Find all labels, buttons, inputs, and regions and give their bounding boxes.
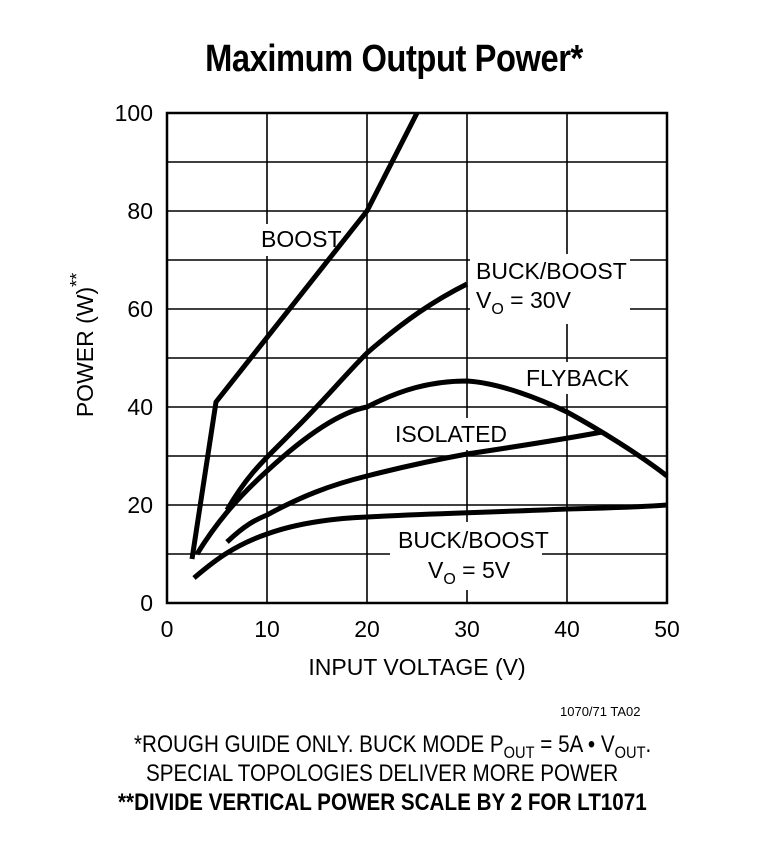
footnote-1-text-b: = 5A • V xyxy=(534,731,615,758)
footnote-1-text-c: . xyxy=(645,731,652,758)
x-tick: 30 xyxy=(454,616,480,642)
label-flyback: FLYBACK xyxy=(526,365,630,391)
curve-boost xyxy=(189,111,420,560)
x-tick: 40 xyxy=(554,616,580,642)
x-tick: 0 xyxy=(161,616,174,642)
chart-title: Maximum Output Power* xyxy=(205,38,583,80)
footnote-1-line-2: SPECIAL TOPOLOGIES DELIVER MORE POWER xyxy=(146,760,619,787)
footnote-1-sub-out: OUT xyxy=(503,743,535,762)
y-tick: 100 xyxy=(115,100,153,126)
label-buck-boost-5v-line2: VO = 5V xyxy=(428,557,511,588)
figure-code: 1070/71 TA02 xyxy=(560,704,641,719)
curve-buck-boost-30v xyxy=(224,281,469,512)
x-tick: 50 xyxy=(654,616,680,642)
y-axis-label-text: POWER (W) xyxy=(72,287,98,417)
label-buck-boost-30v-line2: VO = 30V xyxy=(476,287,572,318)
x-tick-labels: 0 10 20 30 40 50 xyxy=(161,616,680,642)
label-boost: BOOST xyxy=(261,226,342,252)
y-axis-label: POWER (W)** xyxy=(67,273,98,417)
curve-isolated xyxy=(225,429,603,544)
footnote-1-sub-out-2: OUT xyxy=(614,743,646,762)
footnote-marker: * xyxy=(134,731,143,758)
y-tick: 20 xyxy=(127,492,153,518)
curve-buck-boost-5v xyxy=(192,502,668,580)
footnote-1: *ROUGH GUIDE ONLY. BUCK MODE POUT = 5A •… xyxy=(134,731,651,763)
y-axis-label-sup: ** xyxy=(67,273,87,287)
label-backgrounds xyxy=(255,224,630,590)
x-tick: 10 xyxy=(254,616,280,642)
x-axis-label: INPUT VOLTAGE (V) xyxy=(308,654,525,680)
y-tick: 60 xyxy=(127,296,153,322)
y-tick: 40 xyxy=(127,394,153,420)
svg-text:POWER (W)**: POWER (W)** xyxy=(67,273,98,417)
footnote-1-text-a: ROUGH GUIDE ONLY. BUCK MODE P xyxy=(142,731,504,758)
y-tick: 80 xyxy=(127,198,153,224)
y-tick-labels: 0 20 40 60 80 100 xyxy=(115,100,153,616)
label-isolated: ISOLATED xyxy=(395,421,507,447)
label-buck-boost-5v-line1: BUCK/BOOST xyxy=(398,527,549,553)
x-tick: 20 xyxy=(354,616,380,642)
label-buck-boost-30v-line1: BUCK/BOOST xyxy=(476,258,627,284)
curve-flyback xyxy=(194,378,669,556)
footnote-2: **DIVIDE VERTICAL POWER SCALE BY 2 FOR L… xyxy=(118,789,647,816)
y-tick: 0 xyxy=(140,590,153,616)
